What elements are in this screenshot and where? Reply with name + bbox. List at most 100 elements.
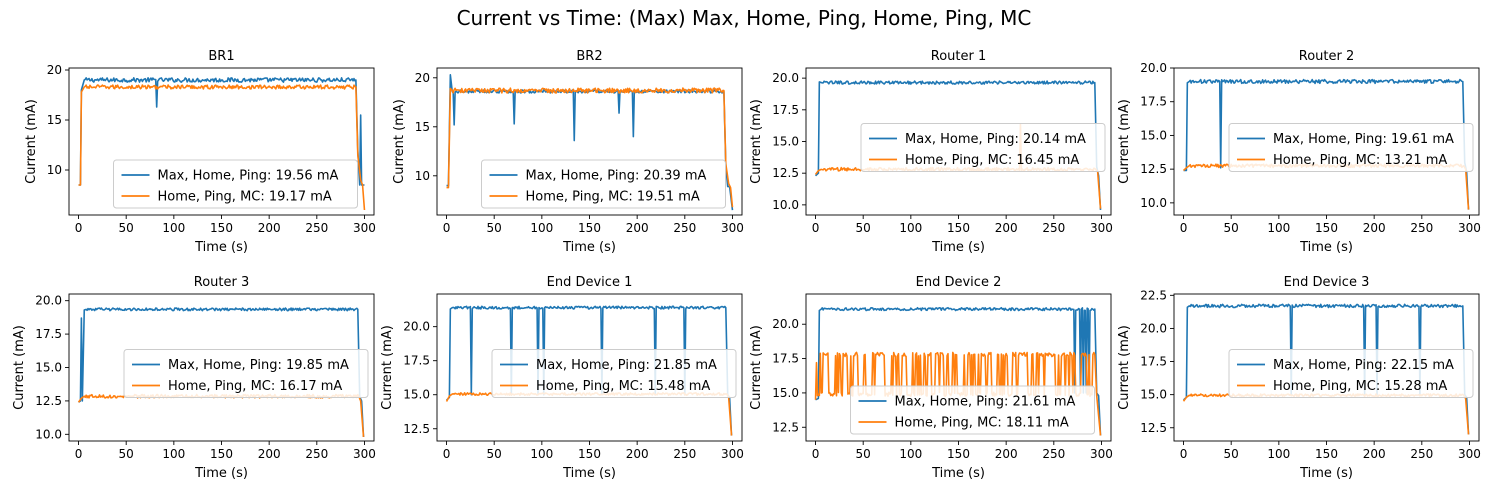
x-tick-label: 250 (673, 447, 696, 461)
x-tick-label: 250 (1410, 447, 1433, 461)
legend: Max, Home, Ping: 19.85 mA Home, Ping, MC:… (123, 349, 369, 398)
x-axis-label: Time (s) (194, 466, 248, 481)
x-tick-label: 100 (162, 221, 185, 235)
y-axis-label: Current (mA) (392, 99, 407, 184)
legend-box (123, 349, 369, 398)
figure-suptitle: Current vs Time: (Max) Max, Home, Ping, … (457, 6, 1032, 30)
y-axis-label: Current (mA) (749, 325, 764, 410)
series-group (446, 74, 734, 211)
legend-entry: Max, Home, Ping: 22.15 mA (1273, 358, 1454, 373)
series-line (1182, 303, 1470, 435)
x-tick-label: 200 (995, 447, 1018, 461)
x-tick-label: 0 (443, 221, 451, 235)
y-tick-label: 17.5 (35, 327, 62, 341)
legend-box (850, 385, 1095, 435)
x-tick-label: 150 (1315, 221, 1338, 235)
x-tick-label: 50 (1224, 221, 1239, 235)
y-tick-label: 20.0 (1140, 321, 1167, 335)
x-tick-label: 50 (119, 221, 134, 235)
legend-entry: Home, Ping, MC: 13.21 mA (1273, 153, 1447, 168)
series-line (1183, 78, 1470, 210)
subplot-panel: BR2 0 50 100 150 200 250 300 10 15 20 Time (s) Curre… (392, 49, 744, 255)
x-axis-label: Time (s) (194, 240, 248, 255)
y-tick-label: 12.5 (1140, 421, 1167, 435)
x-tick-label: 150 (947, 447, 970, 461)
y-tick-label: 10.0 (1140, 196, 1167, 210)
subplot-title: Router 3 (194, 275, 250, 290)
legend: Max, Home, Ping: 19.61 mA Home, Ping, MC:… (1228, 123, 1474, 172)
legend-entry: Home, Ping, MC: 19.51 mA (526, 190, 700, 205)
legend-entry: Home, Ping, MC: 16.17 mA (168, 379, 342, 394)
y-tick-label: 15.0 (403, 388, 430, 402)
y-tick-label: 22.5 (1140, 288, 1167, 302)
legend: Max, Home, Ping: 20.39 mA Home, Ping, MC:… (481, 159, 726, 209)
subplot-panel: End Device 3 0 50 100 150 200 250 300 12.5 15.0 17… (1117, 275, 1481, 481)
y-tick-label: 12.5 (772, 420, 799, 434)
y-tick-label: 15.0 (772, 386, 799, 400)
series-line (814, 80, 1102, 210)
legend-box (1228, 123, 1474, 172)
series-line (78, 84, 366, 211)
legend: Max, Home, Ping: 19.56 mA Home, Ping, MC:… (113, 159, 358, 209)
subplot-panel: End Device 2 0 50 100 150 200 250 300 12.5 15.0 17… (749, 275, 1113, 481)
y-axis-label: Current (mA) (1117, 99, 1132, 184)
x-tick-label: 300 (1458, 447, 1481, 461)
legend-box (491, 349, 737, 398)
legend-entry: Max, Home, Ping: 21.61 mA (895, 395, 1076, 410)
x-tick-label: 200 (1363, 447, 1386, 461)
y-tick-label: 17.5 (772, 103, 799, 117)
subplot-title: Router 1 (931, 49, 987, 64)
legend-box (113, 159, 358, 209)
y-tick-label: 15.0 (35, 361, 62, 375)
x-tick-label: 200 (258, 447, 281, 461)
subplot-title: Router 2 (1299, 49, 1355, 64)
x-axis-label: Time (s) (562, 240, 616, 255)
y-axis-label: Current (mA) (749, 99, 764, 184)
x-tick-label: 250 (1410, 221, 1433, 235)
y-tick-label: 15 (415, 120, 430, 134)
x-tick-label: 0 (812, 447, 820, 461)
series-line (78, 77, 365, 186)
legend-entry: Max, Home, Ping: 19.61 mA (1273, 132, 1454, 147)
x-axis-label: Time (s) (1299, 466, 1353, 481)
legend: Max, Home, Ping: 21.85 mA Home, Ping, MC:… (491, 349, 737, 398)
x-tick-label: 150 (578, 447, 601, 461)
y-tick-label: 10.0 (772, 198, 799, 212)
x-tick-label: 250 (673, 221, 696, 235)
y-tick-label: 20.0 (403, 320, 430, 334)
x-tick-label: 150 (210, 221, 233, 235)
legend-entry: Max, Home, Ping: 19.85 mA (168, 358, 349, 373)
x-tick-label: 250 (305, 221, 328, 235)
x-tick-label: 250 (1042, 221, 1065, 235)
y-tick-label: 12.5 (35, 394, 62, 408)
legend: Max, Home, Ping: 21.61 mA Home, Ping, MC:… (850, 385, 1095, 435)
subplot-title: End Device 1 (547, 275, 633, 290)
x-tick-label: 100 (162, 447, 185, 461)
y-tick-label: 17.5 (1140, 95, 1167, 109)
y-tick-label: 20.0 (772, 71, 799, 85)
x-tick-label: 300 (721, 221, 744, 235)
legend-entry: Max, Home, Ping: 21.85 mA (536, 358, 717, 373)
y-tick-label: 10 (415, 169, 430, 183)
y-axis-label: Current (mA) (24, 99, 39, 184)
subplot-title: End Device 3 (1284, 275, 1370, 290)
subplot-title: End Device 2 (916, 275, 1002, 290)
x-tick-label: 300 (721, 447, 744, 461)
x-tick-label: 0 (75, 221, 83, 235)
x-tick-label: 250 (1042, 447, 1065, 461)
series-line (815, 306, 1102, 436)
x-tick-label: 0 (75, 447, 83, 461)
legend-entry: Home, Ping, MC: 19.17 mA (158, 190, 332, 205)
x-tick-label: 100 (1267, 447, 1290, 461)
x-tick-label: 300 (353, 447, 376, 461)
x-tick-label: 100 (899, 447, 922, 461)
subplot-panel: Router 1 0 50 100 150 200 250 300 10.0 12.5 15.0 17… (749, 49, 1113, 255)
subplot-panel: Router 2 0 50 100 150 200 250 300 10.0 12.5 15.0 17… (1117, 49, 1481, 255)
subplot-title: BR1 (208, 49, 234, 64)
legend-entry: Max, Home, Ping: 20.14 mA (905, 132, 1086, 147)
x-tick-label: 50 (856, 221, 871, 235)
legend-entry: Home, Ping, MC: 15.28 mA (1273, 379, 1447, 394)
x-tick-label: 200 (995, 221, 1018, 235)
